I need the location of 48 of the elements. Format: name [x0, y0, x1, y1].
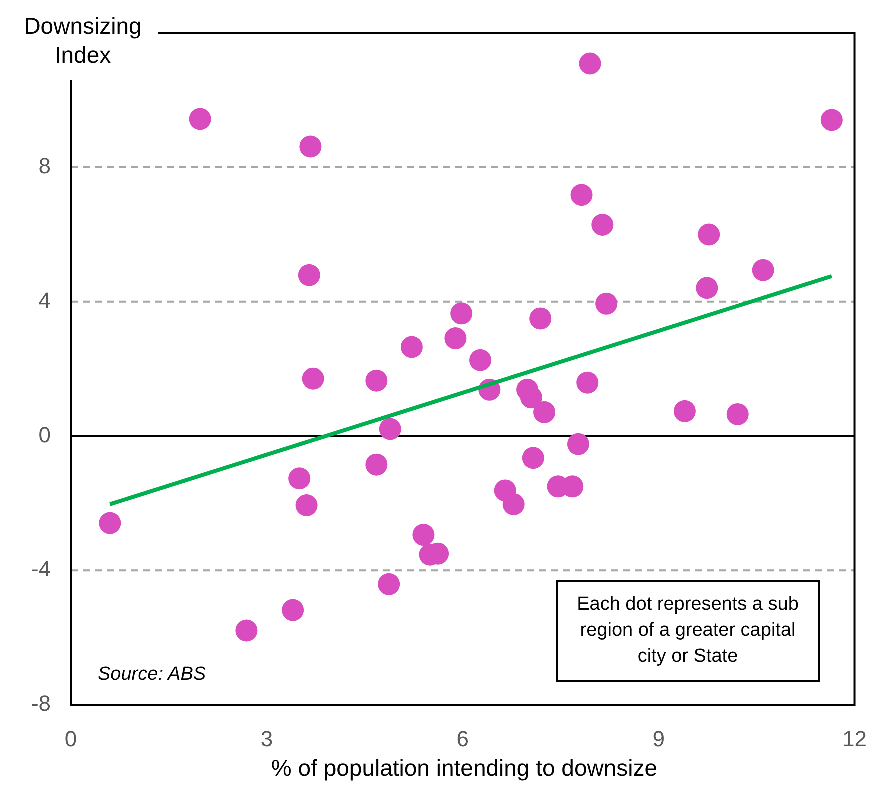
point — [674, 400, 696, 422]
point — [470, 349, 492, 372]
annotation: Source: ABS — [98, 664, 206, 686]
point — [752, 259, 774, 282]
y-tick-label: 4 — [38, 288, 51, 313]
point — [236, 620, 258, 642]
x-tick-label: 12 — [842, 726, 868, 752]
point — [596, 292, 618, 315]
point — [530, 308, 552, 330]
point — [534, 401, 556, 424]
point — [378, 573, 400, 596]
x-tick-label: 0 — [64, 726, 78, 752]
point — [189, 108, 212, 130]
point — [366, 370, 388, 392]
point — [820, 109, 843, 132]
point — [592, 214, 614, 236]
point — [696, 277, 718, 300]
x-tick-label: 3 — [260, 726, 274, 752]
point — [296, 494, 318, 516]
point — [579, 52, 602, 75]
annotation: Each dot represents a sub region of a greater capital city or State — [556, 580, 820, 682]
y-tick-label: -4 — [31, 556, 51, 582]
x-axis-title: % of population intending to downsize — [270, 755, 659, 782]
x-tick-label: 6 — [456, 726, 470, 752]
point — [288, 468, 311, 490]
point — [412, 524, 435, 546]
point — [450, 302, 473, 325]
point — [502, 493, 525, 516]
y-axis-title: Downsizing Index — [8, 2, 158, 80]
x-tick-label: 9 — [652, 726, 665, 752]
point — [576, 372, 599, 394]
point — [298, 264, 320, 286]
point — [522, 447, 544, 470]
y-tick-label: -8 — [31, 691, 51, 716]
point — [726, 403, 749, 426]
point — [698, 224, 720, 246]
point — [366, 454, 388, 476]
point — [99, 512, 122, 534]
point — [567, 433, 590, 456]
point — [302, 368, 324, 390]
point — [282, 599, 304, 622]
y-tick-label: 0 — [38, 422, 51, 448]
point — [444, 328, 467, 350]
point — [300, 136, 322, 158]
point — [379, 418, 402, 440]
point — [570, 184, 593, 206]
y-tick-label: 8 — [38, 154, 51, 179]
point — [400, 336, 423, 358]
